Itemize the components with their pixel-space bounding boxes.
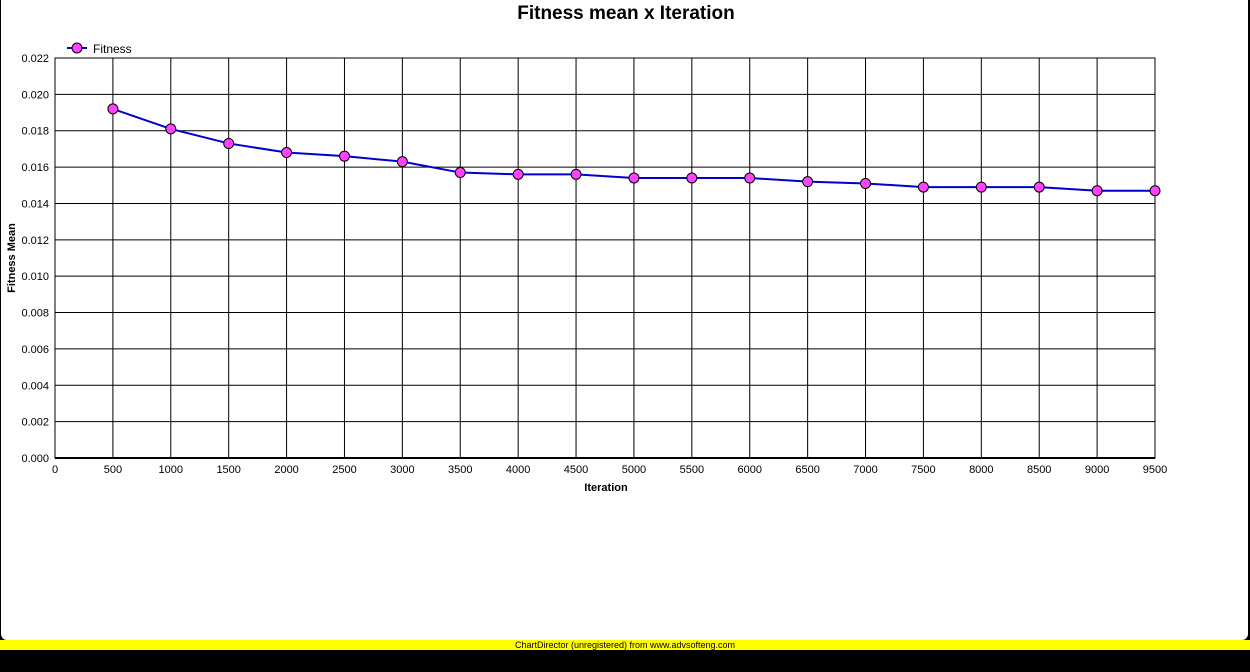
data-point xyxy=(628,172,640,184)
data-point xyxy=(165,123,177,135)
data-point xyxy=(860,177,872,189)
legend-marker xyxy=(71,42,83,54)
x-tick-label: 2000 xyxy=(274,464,298,476)
x-tick-label: 9000 xyxy=(1085,464,1109,476)
y-tick-label: 0.002 xyxy=(21,417,49,429)
y-tick-label: 0.018 xyxy=(21,126,49,138)
x-tick-label: 500 xyxy=(104,464,122,476)
y-tick-label: 0.000 xyxy=(21,453,49,465)
chart-panel: Fitness mean x Iteration 0.000 0.002 0.004… xyxy=(1,0,1248,640)
y-tick-label: 0.016 xyxy=(21,162,49,174)
x-tick-label: 1000 xyxy=(159,464,183,476)
data-point xyxy=(1033,181,1045,193)
y-tick-label: 0.004 xyxy=(21,380,49,392)
data-point xyxy=(338,150,350,162)
x-tick-label: 5000 xyxy=(622,464,646,476)
watermark-text: ChartDirector (unregistered) from www.ad… xyxy=(514,640,736,650)
data-point xyxy=(975,181,987,193)
data-point xyxy=(223,137,235,149)
x-tick-label: 1500 xyxy=(216,464,240,476)
chart-title: Fitness mean x Iteration xyxy=(517,3,735,24)
x-tick-label: 0 xyxy=(52,464,58,476)
data-point xyxy=(454,167,466,179)
x-tick-label: 3000 xyxy=(390,464,414,476)
x-tick-label: 9500 xyxy=(1143,464,1167,476)
x-tick-label: 8000 xyxy=(969,464,993,476)
x-tick-label: 7000 xyxy=(853,464,877,476)
y-tick-label: 0.012 xyxy=(21,235,49,247)
x-tick-label: 4500 xyxy=(564,464,588,476)
data-point xyxy=(1149,185,1161,197)
line-chart: Fitness mean x Iteration 0.000 0.002 0.004… xyxy=(6,3,1167,494)
y-tick-labels: 0.000 0.002 0.004 0.006 0.008 0.010 0.012 0.014… xyxy=(21,53,49,465)
x-tick-label: 8500 xyxy=(1027,464,1051,476)
y-axis-title: Fitness Mean xyxy=(6,223,18,293)
x-axis-title: Iteration xyxy=(584,482,628,494)
x-tick-label: 4000 xyxy=(506,464,530,476)
data-point xyxy=(744,172,756,184)
bottom-bar xyxy=(0,650,1250,672)
data-point xyxy=(686,172,698,184)
legend: Fitness xyxy=(67,42,132,56)
data-point xyxy=(107,103,119,115)
plot-area xyxy=(54,57,1156,459)
data-point xyxy=(802,176,814,188)
data-point xyxy=(917,181,929,193)
x-tick-labels: 0 500 1000 1500 2000 2500 3000 3500 4000 4500 5000… xyxy=(52,464,1167,476)
x-tick-label: 6000 xyxy=(737,464,761,476)
watermark-banner: ChartDirector (unregistered) from www.ad… xyxy=(0,640,1250,650)
x-tick-label: 3500 xyxy=(448,464,472,476)
x-tick-label: 6500 xyxy=(795,464,819,476)
data-point xyxy=(512,168,524,180)
y-tick-label: 0.020 xyxy=(21,89,49,101)
y-tick-label: 0.014 xyxy=(21,198,49,210)
legend-label: Fitness xyxy=(93,42,132,56)
y-tick-label: 0.008 xyxy=(21,308,49,320)
x-tick-label: 7500 xyxy=(911,464,935,476)
data-point xyxy=(570,168,582,180)
y-tick-label: 0.010 xyxy=(21,271,49,283)
x-tick-label: 5500 xyxy=(680,464,704,476)
data-point xyxy=(281,147,293,159)
data-point xyxy=(1091,185,1103,197)
x-tick-label: 2500 xyxy=(332,464,356,476)
data-point xyxy=(396,156,408,168)
series-fitness xyxy=(107,103,1161,197)
y-tick-label: 0.006 xyxy=(21,344,49,356)
y-tick-label: 0.022 xyxy=(21,53,49,65)
grid xyxy=(54,57,1156,459)
